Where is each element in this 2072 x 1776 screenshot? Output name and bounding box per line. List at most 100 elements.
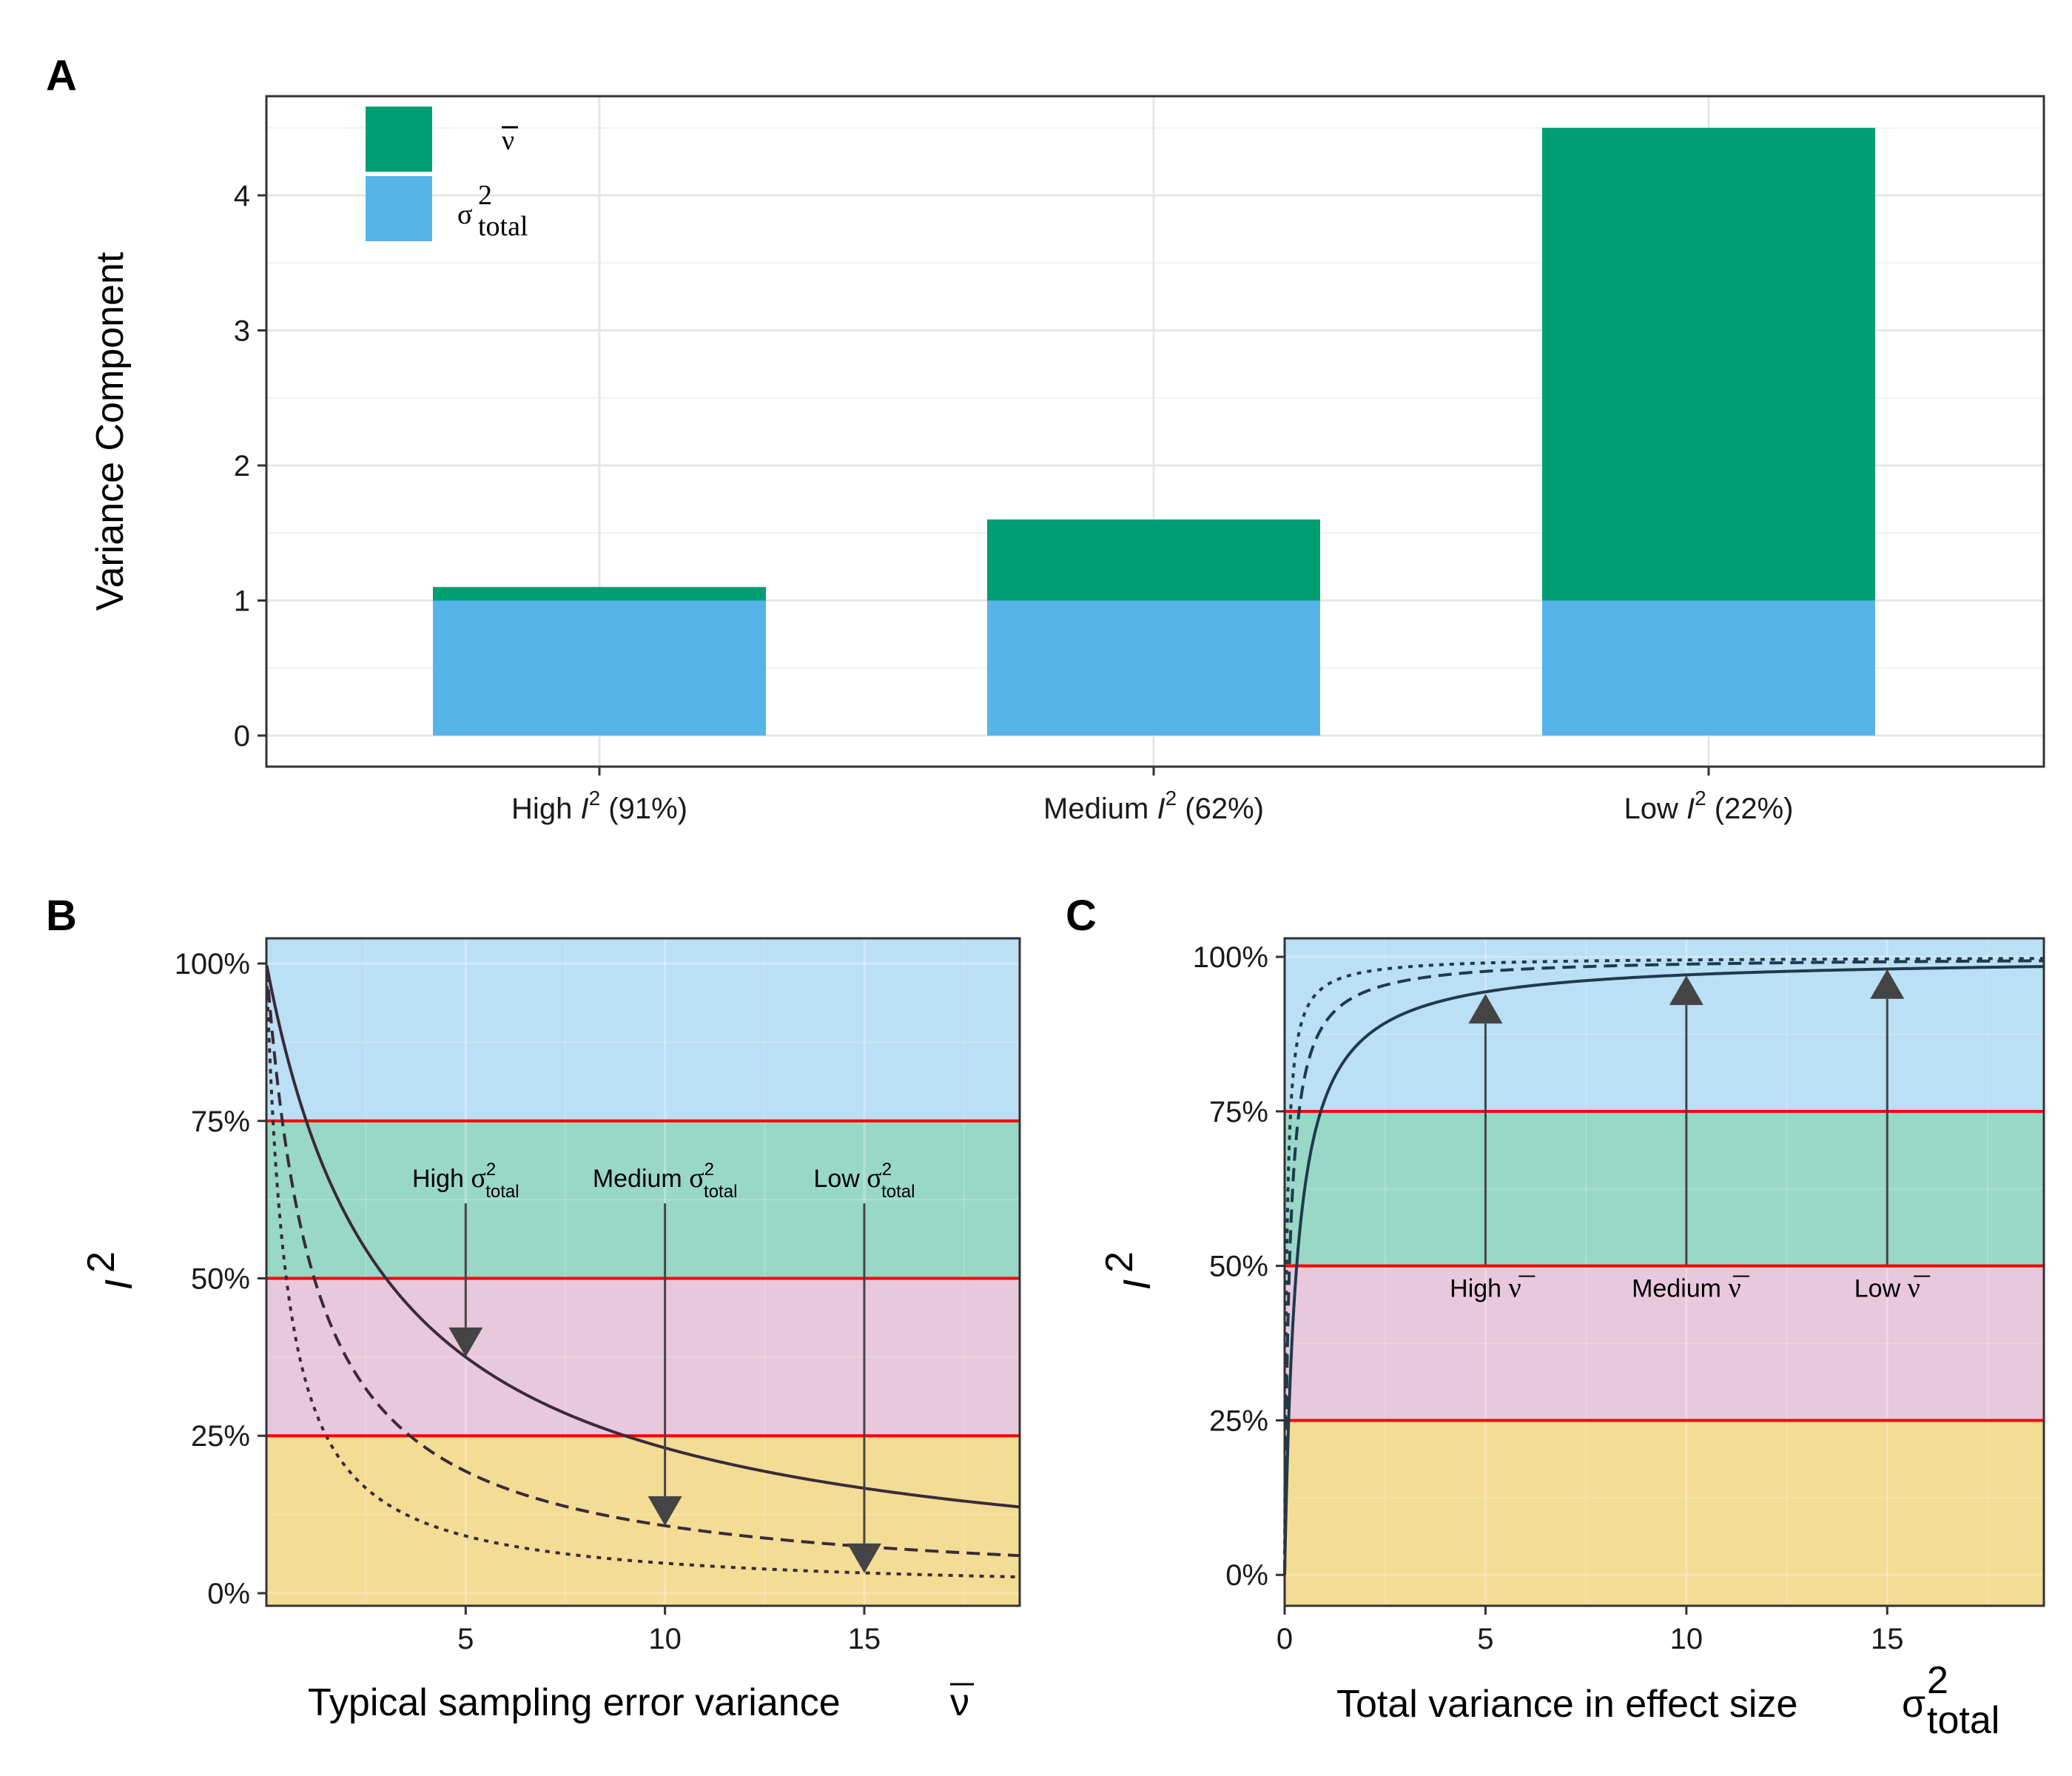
panel-c-x-axis-title: Total variance in effect size σ 2 total: [1336, 1659, 1999, 1742]
x-tick-label: 15: [848, 1623, 881, 1655]
curve-dotted: [265, 975, 1020, 1579]
band-moderate: [266, 1120, 1020, 1279]
y-tick-label: 50%: [1209, 1251, 1268, 1283]
annotation-arrowhead: [1870, 969, 1905, 999]
y-tick-label: 25%: [191, 1420, 250, 1453]
panel-b-y-axis-title: I 2: [80, 1251, 141, 1290]
panel-c-axes: 0% 25% 50% 75% 100% 0 5 10 15: [1193, 941, 1904, 1655]
x-tick-label: Medium I2 (62%): [1043, 787, 1264, 825]
y-tick-label: 4: [234, 180, 250, 212]
svg-text:ν: ν: [502, 125, 514, 156]
panel-a-frame: [265, 95, 2045, 768]
svg-text:Typical sampling error varianc: Typical sampling error variance: [308, 1681, 841, 1724]
y-tick-label: 75%: [191, 1106, 250, 1138]
legend-swatch-total-variance: [366, 176, 432, 241]
svg-text:ν: ν: [950, 1681, 969, 1724]
svg-text:2: 2: [478, 180, 492, 211]
bar-total-variance: [1542, 600, 1875, 736]
y-tick-label: 25%: [1209, 1405, 1268, 1437]
svg-text:total: total: [478, 211, 528, 242]
y-tick-label: 2: [234, 450, 250, 482]
panel-b: B High σ2 total Medium σ2 total Low σ2 total …: [46, 892, 1021, 1724]
y-tick-label: 100%: [175, 948, 250, 980]
annotation-label: Medium σ2 total: [593, 1160, 738, 1202]
annotation-label: Low σ2 total: [813, 1160, 915, 1202]
curve-solid: [265, 965, 1020, 1509]
svg-text:I: I: [98, 1279, 141, 1290]
band-none: [1285, 1420, 2044, 1606]
y-tick-label: 0: [234, 720, 250, 753]
panel-c: C High ν Medium ν Low ν 0% 25% 50% 75% 100% 0 5 1…: [1066, 892, 2045, 1742]
x-tick-label: 5: [1477, 1623, 1493, 1655]
annotation-label: High ν: [1450, 1273, 1536, 1304]
annotation-label: Medium ν: [1632, 1273, 1749, 1304]
band-moderate: [1285, 1111, 2044, 1266]
annotation-arrowhead: [648, 1496, 682, 1526]
annotation-arrowhead: [847, 1543, 881, 1573]
annotation-label: Low ν: [1854, 1273, 1931, 1304]
svg-text:σ: σ: [457, 199, 472, 230]
curve-solid: [1283, 965, 2045, 1575]
panel-a-bars: [433, 127, 1875, 736]
annotation-label: High σ2 total: [412, 1160, 519, 1202]
panel-label-c: C: [1066, 892, 1097, 940]
panel-c-plot: High ν Medium ν Low ν: [1283, 938, 2045, 1606]
y-tick-label: 0%: [1225, 1559, 1268, 1592]
band-high: [266, 938, 1020, 1121]
svg-text:Total variance in effect size: Total variance in effect size: [1336, 1683, 1797, 1726]
svg-text:I: I: [1116, 1279, 1159, 1290]
y-tick-label: 0%: [207, 1578, 250, 1610]
panel-label-a: A: [46, 52, 77, 100]
x-tick-label: 5: [457, 1623, 474, 1655]
legend-label-sampling-variance: ν: [502, 125, 518, 156]
bar-sampling-variance: [987, 519, 1320, 601]
annotation-arrowhead: [448, 1327, 483, 1357]
legend-label-total-variance: σ 2 total: [457, 180, 528, 242]
annotation-arrowhead: [1669, 975, 1703, 1006]
x-tick-label: Low I2 (22%): [1624, 787, 1793, 825]
x-tick-label: High I2 (91%): [511, 787, 687, 825]
svg-text:2: 2: [80, 1251, 123, 1273]
legend-swatch-sampling-variance: [366, 107, 432, 172]
band-low: [266, 1278, 1020, 1436]
bar-total-variance: [433, 600, 766, 736]
svg-text:2: 2: [1927, 1659, 1948, 1702]
x-tick-label: 10: [1670, 1623, 1703, 1655]
panel-a-axes: 0 1 2 3 4 High I2 (91%) Medium I2 (62%) Low I2 …: [234, 180, 1794, 825]
svg-text:total: total: [1927, 1699, 1999, 1742]
bar-sampling-variance: [433, 587, 766, 601]
x-tick-label: 15: [1871, 1623, 1904, 1655]
bar-total-variance: [987, 600, 1320, 736]
svg-text:High ν: High ν: [1450, 1273, 1521, 1304]
panel-b-axes: 0% 25% 50% 75% 100% 5 10 15: [175, 948, 881, 1655]
panel-b-frame: [265, 937, 1021, 1607]
panel-a-y-axis-title: Variance Component: [89, 252, 132, 610]
y-tick-label: 50%: [191, 1263, 250, 1296]
panel-label-b: B: [46, 892, 77, 940]
bar-sampling-variance: [1542, 127, 1875, 601]
band-low: [1285, 1265, 2044, 1421]
svg-text:2: 2: [1098, 1251, 1141, 1273]
y-tick-label: 75%: [1209, 1096, 1268, 1128]
curve-dashed: [1283, 959, 2045, 1575]
y-tick-label: 3: [234, 315, 250, 348]
curve-dashed: [265, 968, 1020, 1558]
panel-a: A 0 1 2 3 4 High I2 (91%) Medium I2 (62%) Low I…: [46, 52, 2045, 825]
panel-b-plot: High σ2 total Medium σ2 total Low σ2 total: [265, 938, 1020, 1606]
band-high: [1285, 938, 2044, 1111]
y-tick-label: 1: [234, 585, 250, 618]
annotation-arrowhead: [1468, 994, 1503, 1024]
panel-b-x-axis-title: Typical sampling error variance ν: [308, 1681, 974, 1724]
panel-c-frame: [1283, 937, 2045, 1607]
svg-text:σ: σ: [1902, 1683, 1925, 1726]
curve-dotted: [1283, 957, 2045, 1575]
svg-text:Low ν: Low ν: [1854, 1273, 1920, 1304]
svg-text:Medium ν: Medium ν: [1632, 1273, 1741, 1304]
panel-c-y-axis-title: I 2: [1098, 1251, 1159, 1290]
panel-a-legend: ν σ 2 total: [366, 107, 528, 242]
x-tick-label: 0: [1276, 1623, 1293, 1655]
